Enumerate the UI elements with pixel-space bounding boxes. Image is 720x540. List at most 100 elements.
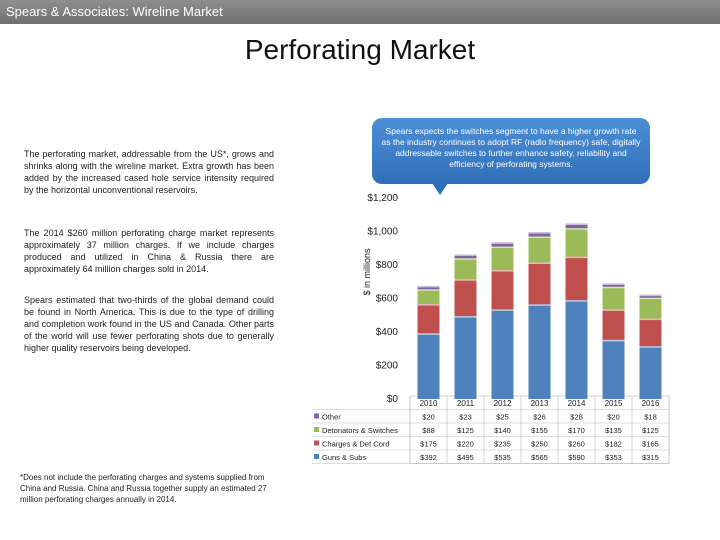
bar-highlight [491, 246, 514, 249]
bar-segment [528, 236, 551, 263]
y-tick-label: $600 [376, 294, 399, 305]
bar-segment [565, 228, 588, 257]
data-label: $565 [531, 453, 548, 462]
data-label: $125 [457, 426, 474, 435]
data-label: $135 [605, 426, 622, 435]
bar-segment [417, 289, 440, 305]
bar-highlight [491, 242, 514, 244]
bar-highlight [565, 256, 588, 259]
bar-highlight [565, 300, 588, 302]
category-label: 2016 [642, 399, 660, 408]
bar-segment [602, 309, 625, 340]
bar-highlight [491, 270, 514, 272]
bar-segment [602, 283, 625, 287]
bar-highlight [528, 304, 551, 306]
data-label: $392 [420, 453, 437, 462]
y-tick-label: $0 [387, 394, 399, 405]
y-tick-label: $1,000 [367, 227, 398, 238]
bar-segment [454, 316, 477, 399]
y-tick-label: $800 [376, 260, 399, 271]
bar-highlight [417, 304, 440, 306]
bar-highlight [602, 309, 625, 311]
bar-highlight [454, 279, 477, 281]
bar-segment [417, 333, 440, 399]
data-label: $220 [457, 440, 474, 449]
bar-segment [417, 304, 440, 334]
data-label: $23 [459, 413, 472, 422]
data-label: $26 [533, 413, 546, 422]
data-label: $260 [568, 440, 585, 449]
data-label: $20 [422, 413, 435, 422]
data-label: $28 [570, 413, 583, 422]
bar-highlight [491, 309, 514, 311]
legend-swatch [314, 454, 319, 459]
data-label: $495 [457, 453, 474, 462]
y-tick-label: $200 [376, 361, 399, 372]
data-label: $353 [605, 453, 622, 462]
bar-highlight [454, 316, 477, 318]
data-label: $125 [642, 426, 659, 435]
category-label: 2010 [420, 399, 438, 408]
bar-highlight [454, 254, 477, 256]
bar-highlight [528, 232, 551, 234]
y-tick-label: $1,200 [367, 193, 398, 204]
legend-swatch [314, 440, 319, 446]
data-label: $20 [607, 413, 620, 422]
bar-highlight [602, 339, 625, 342]
bar-highlight [602, 286, 625, 289]
bar-highlight [565, 223, 588, 225]
bar-segment [565, 256, 588, 301]
data-label: $590 [568, 453, 585, 462]
bar-highlight [639, 318, 662, 321]
bar-segment [602, 339, 625, 399]
bar-highlight [417, 289, 440, 291]
bar-segment [454, 254, 477, 259]
data-label: $250 [531, 440, 548, 449]
paragraph-market: The perforating market, addressable from… [24, 149, 274, 195]
data-label: $165 [642, 440, 659, 449]
category-label: 2015 [605, 399, 623, 408]
data-label: $155 [531, 426, 548, 435]
bar-highlight [454, 258, 477, 260]
category-label: 2013 [531, 399, 549, 408]
legend-swatch [314, 413, 319, 419]
bar-highlight [417, 285, 440, 288]
header-title: Spears & Associates: Wireline Market [6, 4, 223, 19]
y-axis-label: $ in millions [362, 248, 372, 296]
callout-tail [432, 183, 448, 195]
data-label: $235 [494, 440, 511, 449]
legend-label: Charges & Det Cord [322, 440, 390, 449]
bar-segment [491, 246, 514, 271]
data-label: $25 [496, 413, 509, 422]
bar-segment [602, 286, 625, 310]
category-label: 2011 [457, 399, 475, 408]
bar-highlight [528, 236, 551, 239]
legend-label: Guns & Subs [322, 453, 366, 462]
y-tick-label: $400 [376, 327, 399, 338]
bar-segment [491, 270, 514, 310]
bar-segment [491, 309, 514, 399]
page-title: Perforating Market [244, 34, 476, 65]
legend-label: Other [322, 413, 341, 422]
paragraph-demand: Spears estimated that two-thirds of the … [24, 295, 274, 353]
bar-segment [639, 318, 662, 347]
category-label: 2012 [494, 399, 512, 408]
bar-highlight [639, 294, 662, 297]
bar-highlight [639, 346, 662, 348]
paragraph-charges: The 2014 $260 million perforating charge… [24, 228, 274, 274]
header-bar: Spears & Associates: Wireline Market [0, 0, 720, 24]
bar-segment [528, 304, 551, 399]
data-label: $182 [605, 440, 622, 449]
bar-segment [639, 294, 662, 298]
bar-segment [528, 232, 551, 237]
bar-segment [454, 258, 477, 280]
data-label: $88 [422, 426, 435, 435]
data-label: $175 [420, 440, 437, 449]
bar-highlight [417, 333, 440, 335]
bar-segment [528, 262, 551, 305]
data-label: $535 [494, 453, 511, 462]
bar-segment [639, 297, 662, 319]
callout-bubble: Spears expects the switches segment to h… [372, 118, 650, 184]
bar-segment [454, 279, 477, 317]
